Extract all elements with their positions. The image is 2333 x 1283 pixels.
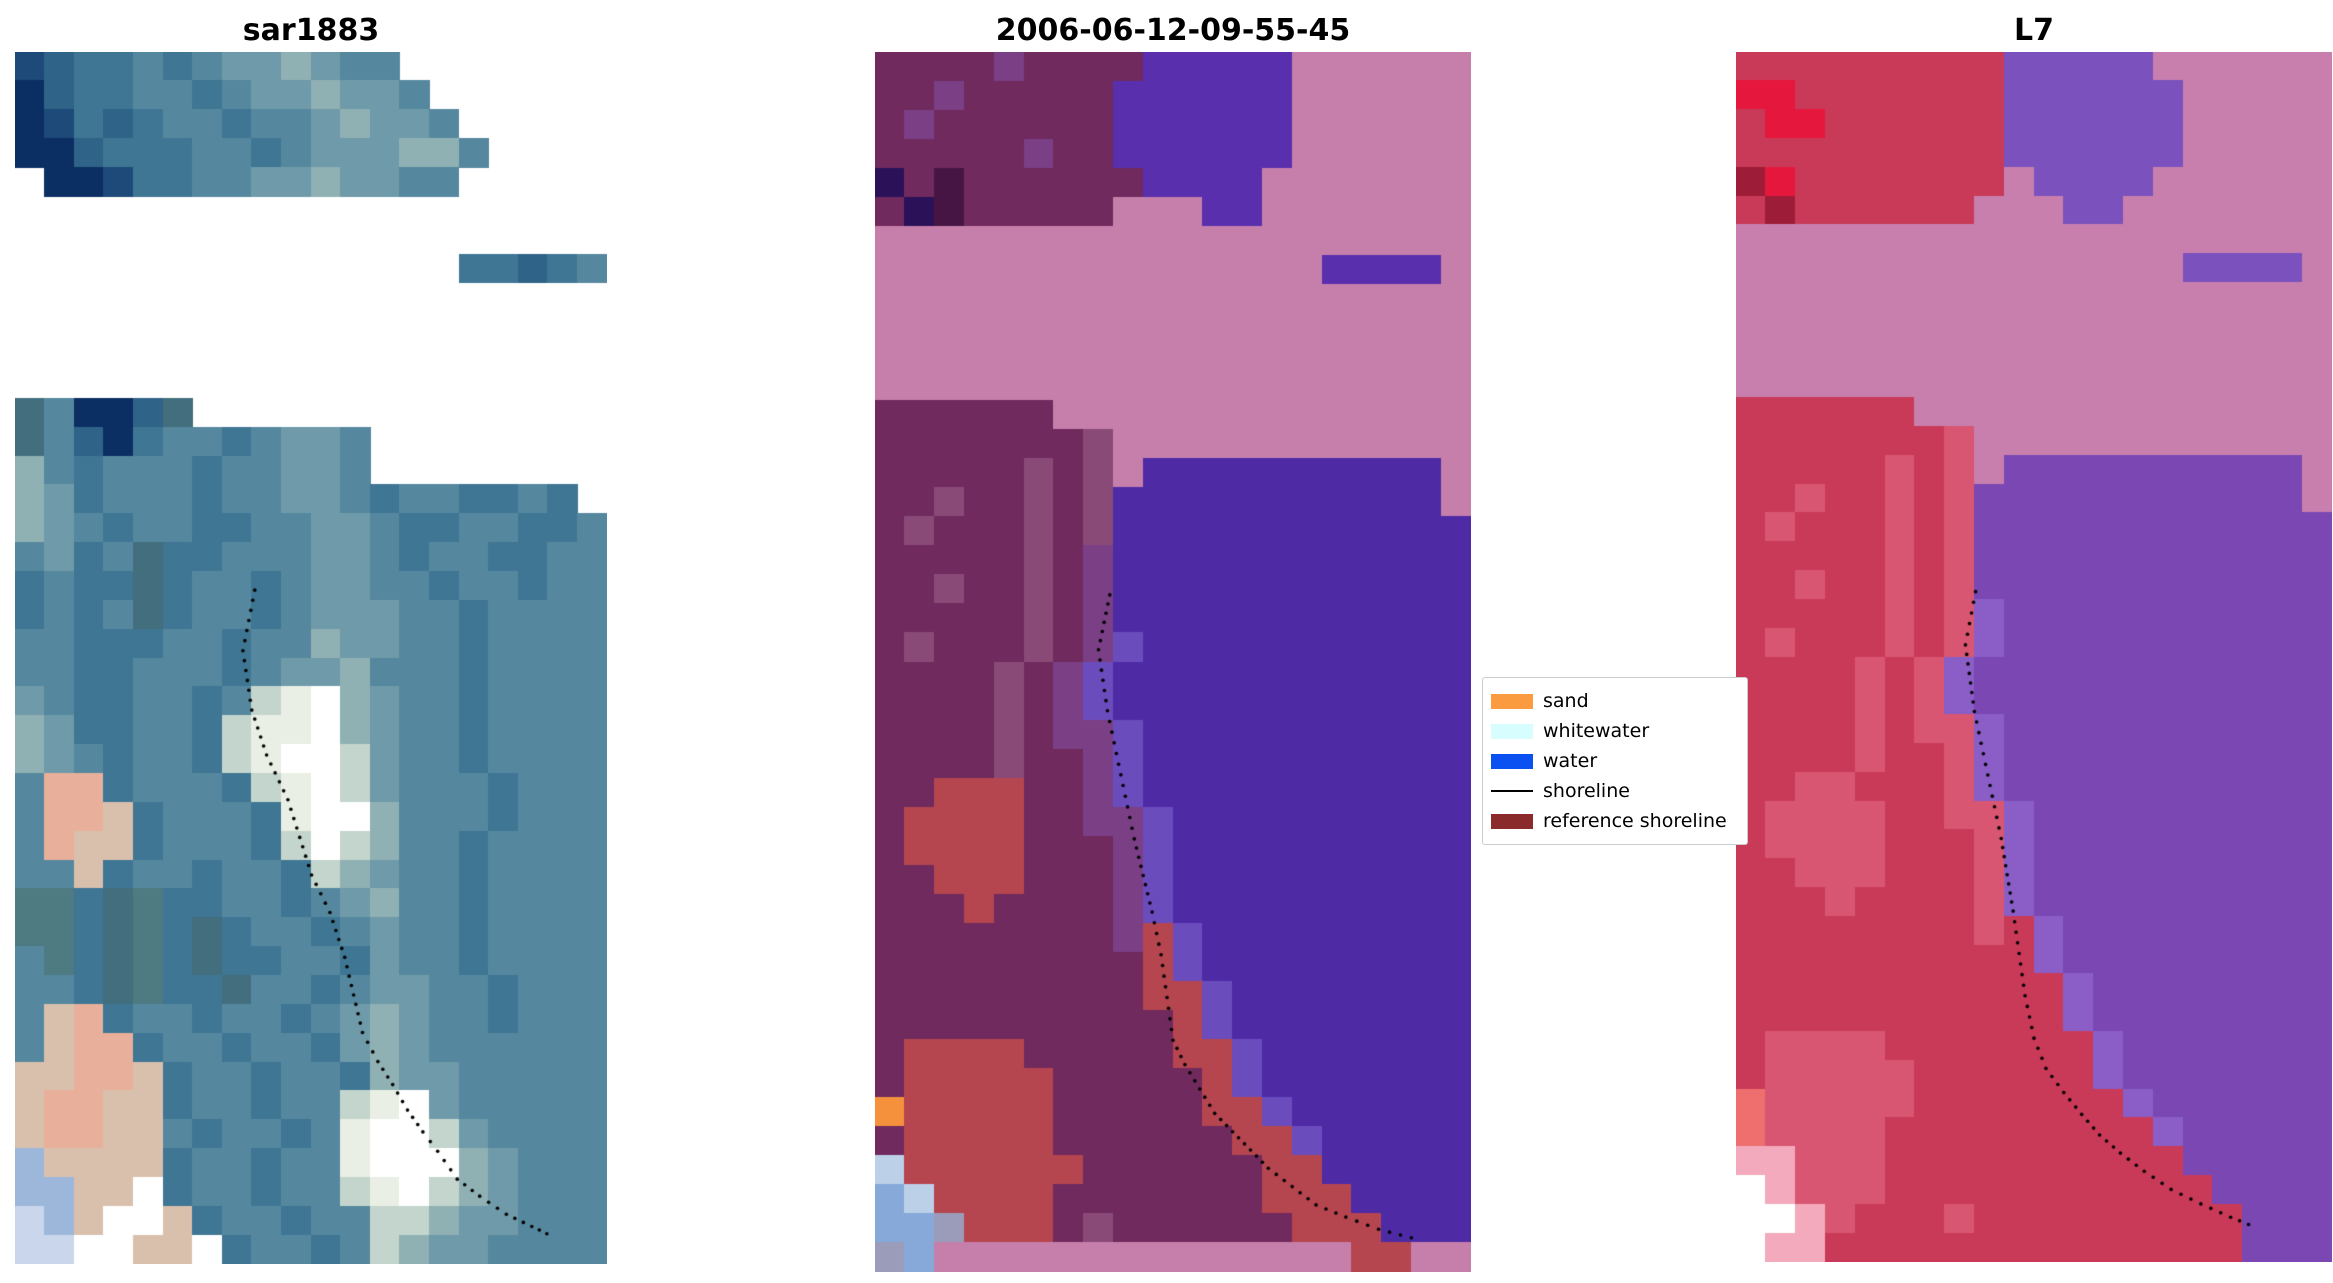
- legend-item-reference-shoreline: reference shoreline: [1491, 806, 1743, 836]
- panel-l7: L7: [1736, 10, 2332, 1262]
- classified-image-l7: [1736, 52, 2332, 1262]
- legend-line-swatch-shoreline: [1491, 790, 1533, 792]
- legend-item-sand: sand: [1491, 686, 1743, 716]
- legend-color-swatch-sand: [1491, 693, 1533, 709]
- panel-title-sar1883: sar1883: [242, 13, 380, 48]
- legend-label: water: [1543, 750, 1598, 772]
- legend-color-swatch-reference-shoreline: [1491, 813, 1533, 829]
- legend: sand whitewater water shoreline reference sh…: [1482, 677, 1748, 845]
- legend-label: sand: [1543, 690, 1589, 712]
- legend-item-whitewater: whitewater: [1491, 716, 1743, 746]
- legend-label: reference shoreline: [1543, 810, 1727, 832]
- satellite-image-sar1883: [15, 52, 607, 1264]
- legend-item-shoreline: shoreline: [1491, 776, 1743, 806]
- panel-title-l7: L7: [2014, 13, 2054, 48]
- classified-image-date: [875, 52, 1471, 1272]
- legend-label: shoreline: [1543, 780, 1630, 802]
- legend-label: whitewater: [1543, 720, 1650, 742]
- legend-color-swatch-whitewater: [1491, 723, 1533, 739]
- legend-item-water: water: [1491, 746, 1743, 776]
- panel-classified-date: 2006-06-12-09-55-45: [875, 10, 1471, 1272]
- legend-color-swatch-water: [1491, 753, 1533, 769]
- panel-sar1883: sar1883: [15, 10, 607, 1264]
- panel-title-date: 2006-06-12-09-55-45: [995, 13, 1351, 48]
